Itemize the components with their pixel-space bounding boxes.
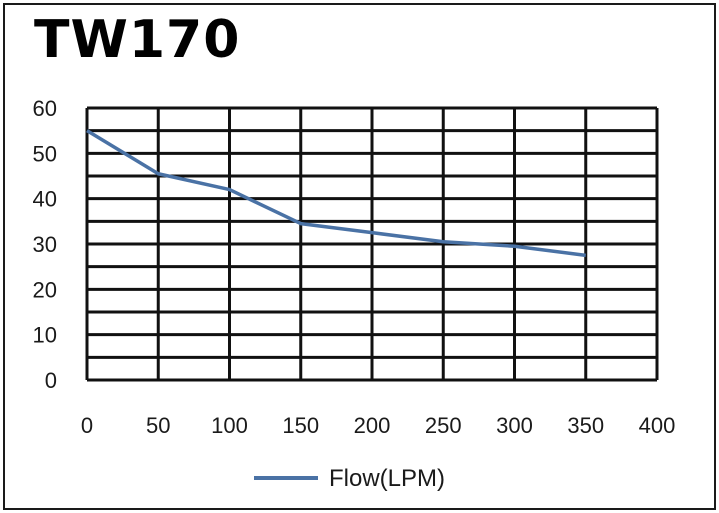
y-tick-label: 60	[33, 96, 57, 121]
chart-grid	[85, 106, 659, 382]
x-tick-label: 350	[567, 413, 604, 438]
y-tick-label: 20	[33, 277, 57, 302]
chart-title: TW170	[34, 10, 241, 70]
x-tick-label: 400	[639, 413, 676, 438]
chart-frame	[3, 3, 716, 510]
y-tick-label: 0	[45, 368, 57, 393]
x-tick-label: 300	[496, 413, 533, 438]
y-tick-label: 40	[33, 187, 57, 212]
chart-legend: Flow(LPM)	[254, 465, 445, 492]
x-tick-label: 200	[354, 413, 391, 438]
x-tick-label: 250	[425, 413, 462, 438]
y-tick-label: 10	[33, 323, 57, 348]
x-tick-label: 0	[81, 413, 93, 438]
y-tick-label: 30	[33, 232, 57, 257]
chart-series	[86, 129, 586, 258]
x-tick-label: 50	[146, 413, 170, 438]
legend-label: Flow(LPM)	[329, 465, 445, 492]
x-tick-label: 150	[282, 413, 319, 438]
x-tick-label: 100	[211, 413, 248, 438]
x-axis-ticks: 0 50 100 150 200 250 300 350 400	[81, 413, 675, 438]
y-tick-label: 50	[33, 141, 57, 166]
y-axis-ticks: 0 10 20 30 40 50 60	[33, 96, 57, 393]
series-line	[86, 129, 586, 258]
